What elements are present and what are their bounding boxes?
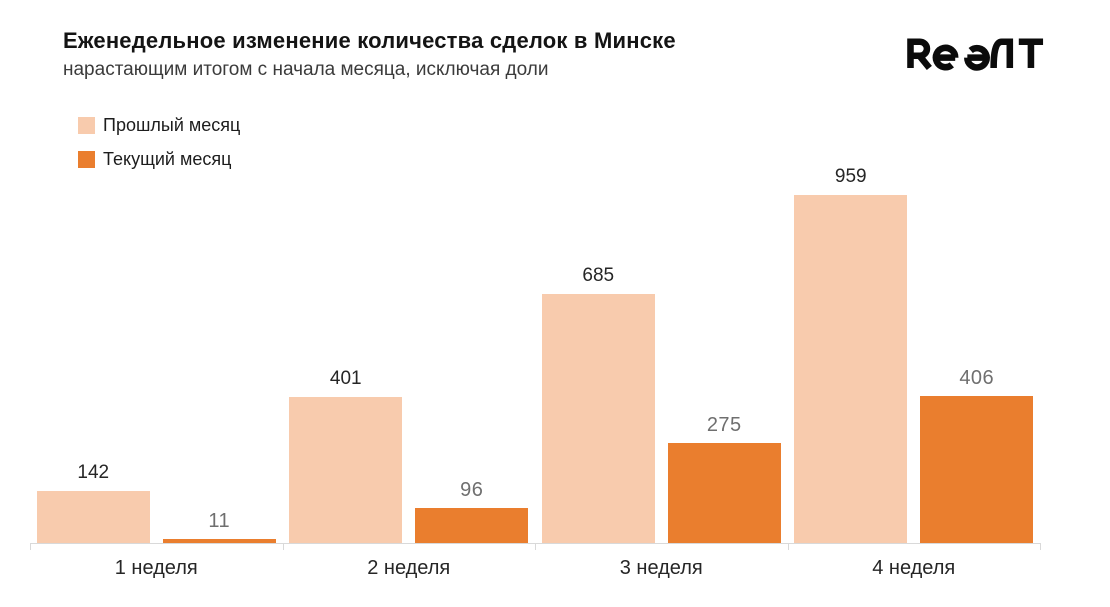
x-axis-label: 2 неделя xyxy=(367,557,451,579)
value-label-previous-month-week-3: 685 xyxy=(582,265,615,286)
value-label-previous-month-week-1: 142 xyxy=(77,462,110,483)
x-axis-tick xyxy=(535,543,536,550)
legend-label-current-month: Текущий месяц xyxy=(103,149,232,169)
bar-previous-month-week-3 xyxy=(541,294,655,543)
value-label-current-month-week-1: 11 xyxy=(208,510,231,532)
legend-swatch-previous-month xyxy=(78,117,95,134)
realt-logo xyxy=(906,37,1048,72)
value-label-previous-month-week-4: 959 xyxy=(834,166,867,187)
x-axis-label: 4 неделя xyxy=(872,557,956,579)
bar-current-month-week-4 xyxy=(920,396,1034,543)
value-label-previous-month-week-2: 401 xyxy=(329,368,362,389)
legend-label-previous-month: Прошлый месяц xyxy=(103,115,241,135)
x-axis-tick xyxy=(787,543,789,550)
bar-previous-month-week-2 xyxy=(289,397,403,543)
realt-logo-icon xyxy=(907,38,1044,72)
chart-title: Еженедельное изменение количества сделок… xyxy=(63,28,676,53)
x-axis-label: 1 неделя xyxy=(114,557,198,579)
legend-swatch-current-month xyxy=(78,151,95,168)
chart-header: Еженедельное изменение количества сделок… xyxy=(63,28,676,81)
chart-subtitle: нарастающим итогом с начала месяца, искл… xyxy=(63,59,549,80)
x-axis-label: 3 неделя xyxy=(619,557,703,579)
x-axis-tick xyxy=(1040,543,1041,550)
value-label-current-month-week-3: 275 xyxy=(706,414,742,436)
value-label-current-month-week-4: 406 xyxy=(959,367,995,389)
legend-item-current-month: Текущий месяц xyxy=(78,149,240,169)
x-axis-tick xyxy=(282,543,284,550)
bar-previous-month-week-1 xyxy=(36,491,150,543)
bar-previous-month-week-4 xyxy=(794,195,908,543)
bar-current-month-week-2 xyxy=(415,508,529,543)
legend: Прошлый месяц Текущий месяц xyxy=(78,115,241,185)
bar-current-month-week-1 xyxy=(162,539,276,543)
legend-item-previous-month: Прошлый месяц xyxy=(78,115,241,135)
value-label-current-month-week-2: 96 xyxy=(460,479,484,501)
bar-current-month-week-3 xyxy=(667,443,781,543)
x-axis-tick xyxy=(30,543,31,550)
